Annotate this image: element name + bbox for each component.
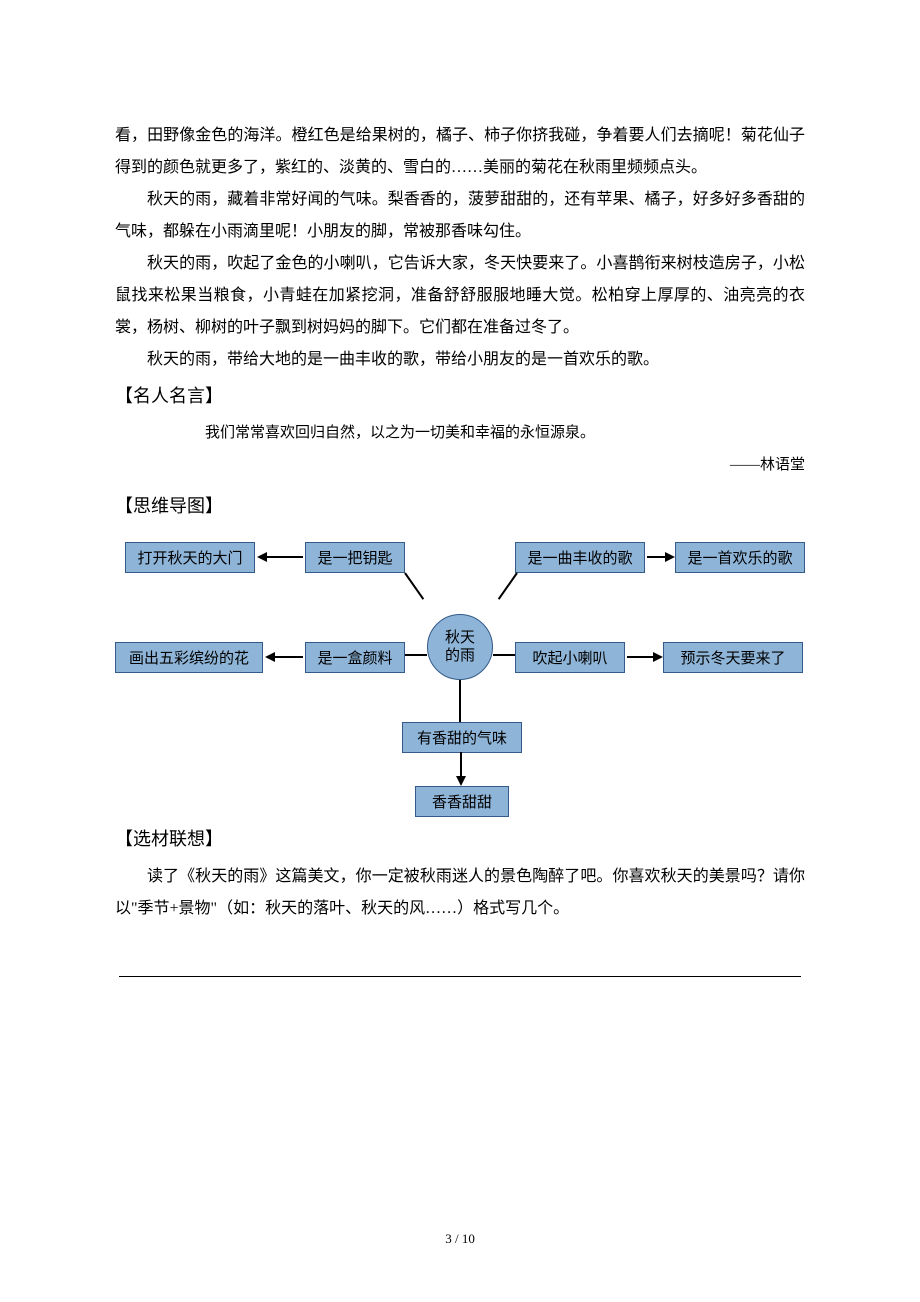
node-smell: 有香甜的气味 bbox=[402, 722, 522, 753]
node-paint: 是一盒颜料 bbox=[305, 642, 405, 673]
section-mindmap-title: 【思维导图】 bbox=[115, 488, 805, 524]
node-horn-out: 预示冬天要来了 bbox=[663, 642, 803, 673]
node-key-out: 打开秋天的大门 bbox=[125, 542, 255, 573]
node-smell-out: 香香甜甜 bbox=[415, 786, 509, 817]
node-key: 是一把钥匙 bbox=[305, 542, 405, 573]
section-quote-title: 【名人名言】 bbox=[115, 378, 805, 414]
node-song-out: 是一首欢乐的歌 bbox=[675, 542, 805, 573]
mindmap-container: 秋天的雨 是一把钥匙 打开秋天的大门 是一盒颜料 画出五彩缤纷的花 是一曲丰收的… bbox=[115, 534, 805, 819]
node-paint-out: 画出五彩缤纷的花 bbox=[115, 642, 263, 673]
page-sep: / bbox=[452, 1231, 462, 1246]
paragraph-4: 秋天的雨，带给大地的是一曲丰收的歌，带给小朋友的是一首欢乐的歌。 bbox=[115, 344, 805, 376]
mindmap-center: 秋天的雨 bbox=[427, 614, 493, 680]
quote-text: 我们常常喜欢回归自然，以之为一切美和幸福的永恒源泉。 bbox=[115, 418, 805, 448]
material-prompt: 读了《秋天的雨》这篇美文，你一定被秋雨迷人的景色陶醉了吧。你喜欢秋天的美景吗？请… bbox=[115, 861, 805, 925]
section-material-title: 【选材联想】 bbox=[115, 821, 805, 857]
paragraph-3: 秋天的雨，吹起了金色的小喇叭，它告诉大家，冬天快要来了。小喜鹊衔来树枝造房子，小… bbox=[115, 248, 805, 344]
quote-author: ——林语堂 bbox=[115, 450, 805, 480]
paragraph-2: 秋天的雨，藏着非常好闻的气味。梨香香的，菠萝甜甜的，还有苹果、橘子，好多好多香甜… bbox=[115, 184, 805, 248]
node-horn: 吹起小喇叭 bbox=[515, 642, 625, 673]
write-line bbox=[119, 943, 801, 977]
page-total: 10 bbox=[462, 1231, 475, 1246]
paragraph-1: 看，田野像金色的海洋。橙红色是给果树的，橘子、柿子你挤我碰，争着要人们去摘呢！菊… bbox=[115, 120, 805, 184]
page-number: 3 / 10 bbox=[0, 1231, 920, 1247]
node-song: 是一曲丰收的歌 bbox=[515, 542, 645, 573]
